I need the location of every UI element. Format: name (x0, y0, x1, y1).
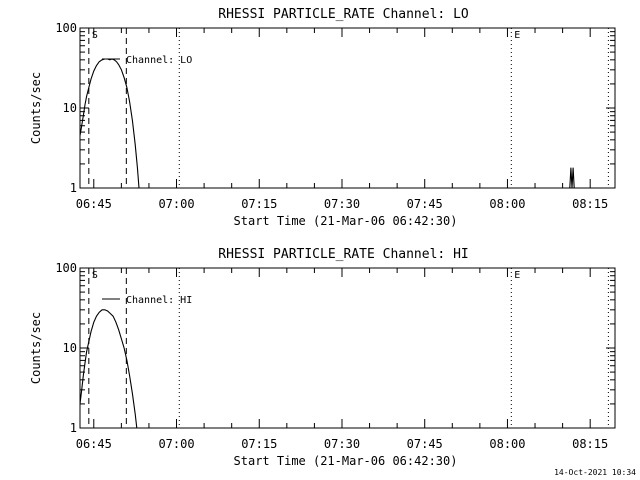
chart-1-x-tick-label: 07:45 (407, 437, 443, 451)
chart-1-marker-label: S (92, 270, 98, 281)
chart-1-x-tick-label: 06:45 (76, 437, 112, 451)
chart-1-x-tick-label: 08:15 (572, 437, 608, 451)
chart-0-x-tick-label: 07:00 (158, 197, 194, 211)
chart-0-x-tick-label: 08:15 (572, 197, 608, 211)
chart-0-x-tick-label: 07:30 (324, 197, 360, 211)
chart-0-marker-label: S (92, 30, 98, 41)
chart-1-legend-label: Channel: HI (126, 295, 192, 306)
chart-0-x-tick-label: 07:45 (407, 197, 443, 211)
chart-0-series-line (569, 167, 575, 189)
chart-0-y-tick-label: 1 (70, 181, 77, 195)
chart-1-y-tick-label: 1 (70, 421, 77, 435)
chart-1-x-tick-label: 08:00 (489, 437, 525, 451)
chart-1-series-line (79, 309, 138, 429)
chart-0-x-tick-label: 07:15 (241, 197, 277, 211)
chart-1-y-axis-label: Counts/sec (29, 312, 43, 384)
chart-1-y-tick-label: 100 (55, 261, 77, 275)
chart-0-x-axis-label: Start Time (21-Mar-06 06:42:30) (234, 214, 458, 228)
chart-0-x-tick-label: 08:00 (489, 197, 525, 211)
chart-0-y-axis-label: Counts/sec (29, 72, 43, 144)
chart-0-plot-frame (79, 27, 616, 189)
chart-0-y-tick-label: 10 (63, 101, 77, 115)
chart-1-x-tick-label: 07:00 (158, 437, 194, 451)
chart-0-group: RHESSI PARTICLE_RATE Channel: LO Counts/s… (29, 7, 616, 228)
chart-0-marker-label: E (514, 30, 520, 41)
chart-0-x-tick-label: 06:45 (76, 197, 112, 211)
chart-0-y-tick-label: 100 (55, 21, 77, 35)
chart-1-plot-frame (79, 267, 616, 429)
chart-1-x-tick-label: 07:30 (324, 437, 360, 451)
chart-1-x-axis-label: Start Time (21-Mar-06 06:42:30) (234, 454, 458, 468)
footer-timestamp: 14-Oct-2021 10:34 (554, 468, 636, 477)
chart-1-x-tick-label: 07:15 (241, 437, 277, 451)
chart-1-marker-label: E (514, 270, 520, 281)
chart-0-legend-label: Channel: LO (126, 55, 192, 66)
chart-1-y-tick-label: 10 (63, 341, 77, 355)
chart-1-title: RHESSI PARTICLE_RATE Channel: HI (218, 247, 468, 262)
chart-0-title: RHESSI PARTICLE_RATE Channel: LO (218, 7, 469, 22)
chart-1-group: RHESSI PARTICLE_RATE Channel: HI Counts/s… (29, 247, 616, 468)
